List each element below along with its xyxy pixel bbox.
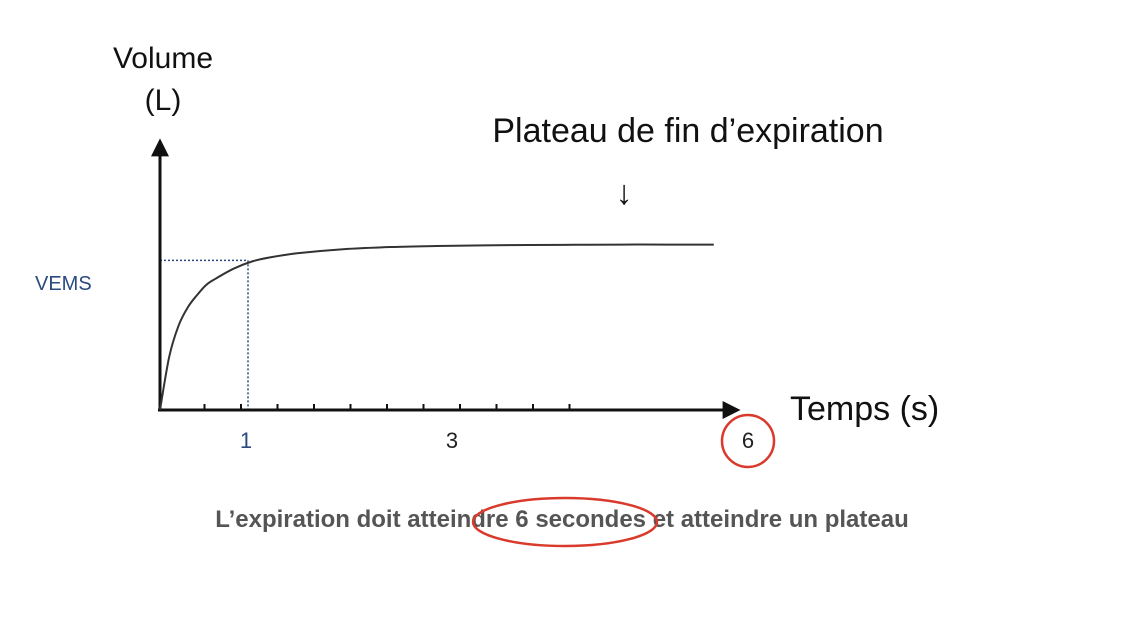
fev1-label: VEMS (35, 273, 92, 295)
plateau-annotation: Plateau de fin d’expiration (492, 112, 883, 150)
x-axis-tick-labels: 1 3 6 (240, 428, 754, 453)
plateau-arrow-icon: ↓ (616, 174, 633, 212)
caption-text-before: L’expiration doit atteindre (215, 506, 516, 533)
x-tick-label-1: 1 (240, 428, 252, 453)
caption-highlight: 6 secondes (515, 506, 647, 533)
x-tick-label-3: 3 (446, 428, 458, 453)
caption-text-after: et atteindre un plateau (646, 506, 909, 533)
x-axis-label: Temps (s) (790, 390, 939, 428)
volume-curve (159, 243, 714, 411)
x-tick-label-6: 6 (742, 428, 754, 453)
caption: L’expiration doit atteindre 6 secondes e… (0, 506, 1124, 534)
x-axis-ticks (203, 404, 571, 410)
y-axis-label-line1: Volume (113, 42, 213, 75)
tick-6-highlight-circle (720, 413, 776, 469)
y-axis-label-line2: (L) (145, 84, 182, 117)
